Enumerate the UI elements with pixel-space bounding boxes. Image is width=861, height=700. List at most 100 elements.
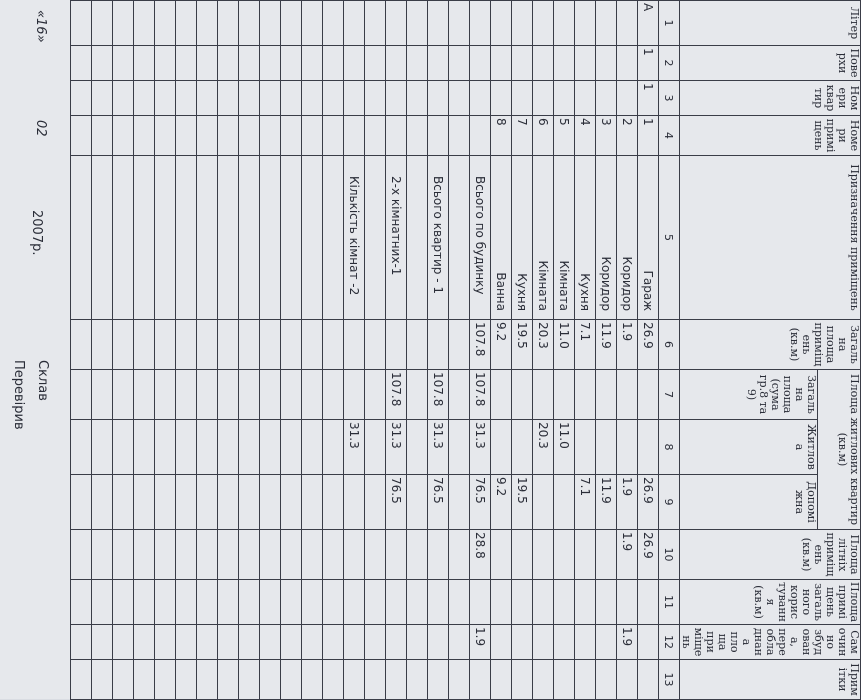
- table-cell: [364, 474, 386, 530]
- column-header: Примітки: [679, 659, 861, 700]
- table-cell: [343, 369, 365, 420]
- table-row: 7 Кухня 19.5 19.5: [511, 0, 533, 700]
- blank-cell: [154, 419, 176, 475]
- table-cell: [511, 529, 533, 580]
- table-cell: [469, 80, 491, 116]
- table-cell: [364, 529, 386, 580]
- table-cell: Ванна: [490, 155, 512, 320]
- blank-row: [133, 0, 155, 700]
- blank-cell: [280, 80, 302, 116]
- blank-cell: [196, 80, 218, 116]
- table-row: [406, 0, 428, 700]
- table-cell: 1.9: [616, 529, 638, 580]
- table-cell: [595, 659, 617, 700]
- blank-cell: [91, 579, 113, 625]
- blank-cell: [112, 369, 134, 420]
- blank-cell: [154, 115, 176, 156]
- table-cell: 1.9: [616, 624, 638, 660]
- table-cell: 1.9: [616, 319, 638, 370]
- blank-cell: [154, 0, 176, 46]
- blank-cell: [91, 659, 113, 700]
- blank-cell: [154, 624, 176, 660]
- table-cell: [469, 659, 491, 700]
- blank-cell: [196, 369, 218, 420]
- table-cell: [343, 115, 365, 156]
- blank-cell: [154, 80, 176, 116]
- table-cell: [637, 579, 659, 625]
- table-cell: [364, 80, 386, 116]
- table-cell: [616, 579, 638, 625]
- column-subheader: Загальна площа (сума гр.8 та 9): [679, 369, 818, 420]
- blank-cell: [154, 579, 176, 625]
- table-cell: Всього квартир - 1: [427, 155, 449, 320]
- table-cell: [574, 529, 596, 580]
- table-cell: [364, 115, 386, 156]
- blank-cell: [196, 319, 218, 370]
- table-cell: [553, 45, 575, 81]
- table-cell: [574, 419, 596, 475]
- blank-cell: [238, 319, 260, 370]
- table-cell: [385, 529, 407, 580]
- table-cell: [343, 319, 365, 370]
- blank-cell: [154, 319, 176, 370]
- date-year: 2007р.: [29, 210, 44, 256]
- table-cell: 107.8: [385, 369, 407, 420]
- blank-cell: [133, 319, 155, 370]
- column-number: 10: [658, 529, 680, 580]
- table-cell: Кухня: [511, 155, 533, 320]
- blank-row: [196, 0, 218, 700]
- blank-cell: [322, 624, 344, 660]
- blank-cell: [196, 0, 218, 46]
- table-cell: [595, 369, 617, 420]
- blank-cell: [70, 369, 92, 420]
- blank-cell: [196, 624, 218, 660]
- table-cell: 28.8: [469, 529, 491, 580]
- blank-cell: [196, 579, 218, 625]
- blank-cell: [301, 80, 323, 116]
- blank-cell: [259, 369, 281, 420]
- blank-cell: [112, 624, 134, 660]
- table-cell: [406, 529, 428, 580]
- column-number: 12: [658, 624, 680, 660]
- table-cell: [637, 419, 659, 475]
- table-cell: [511, 0, 533, 46]
- table-row: Всього квартир - 1 107.8 31.3 76.5: [427, 0, 449, 700]
- blank-cell: [217, 474, 239, 530]
- table-cell: 7.1: [574, 319, 596, 370]
- table-cell: [448, 80, 470, 116]
- blank-cell: [91, 80, 113, 116]
- blank-cell: [70, 529, 92, 580]
- blank-cell: [175, 0, 197, 46]
- blank-cell: [217, 369, 239, 420]
- table-cell: 20.3: [532, 319, 554, 370]
- blank-row: [91, 0, 113, 700]
- table-cell: [364, 0, 386, 46]
- blank-cell: [133, 529, 155, 580]
- table-cell: [427, 319, 449, 370]
- table-cell: 8: [490, 115, 512, 156]
- blank-cell: [280, 155, 302, 320]
- blank-cell: [217, 80, 239, 116]
- table-cell: [364, 155, 386, 320]
- table-row: [364, 0, 386, 700]
- table-cell: [616, 659, 638, 700]
- blank-cell: [133, 115, 155, 156]
- table-cell: 107.8: [469, 369, 491, 420]
- blank-cell: [133, 474, 155, 530]
- table-cell: 6: [532, 115, 554, 156]
- blank-cell: [259, 80, 281, 116]
- table-cell: Кухня: [574, 155, 596, 320]
- table-cell: [616, 369, 638, 420]
- column-header: Літер: [679, 0, 861, 46]
- blank-row: [280, 0, 302, 700]
- table-cell: [343, 45, 365, 81]
- table-cell: [406, 624, 428, 660]
- table-cell: [427, 0, 449, 46]
- table-cell: Всього по будинку: [469, 155, 491, 320]
- table-cell: 11.9: [595, 474, 617, 530]
- table-cell: 76.5: [469, 474, 491, 530]
- blank-cell: [133, 624, 155, 660]
- table-cell: [364, 659, 386, 700]
- table-cell: [532, 80, 554, 116]
